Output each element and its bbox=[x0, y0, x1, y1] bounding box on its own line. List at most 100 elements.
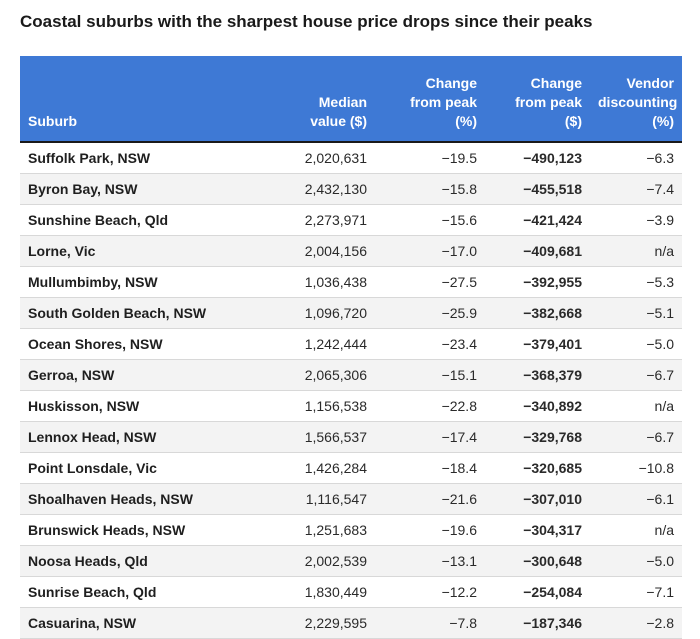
suburb-cell: Lorne, Vic bbox=[20, 235, 245, 267]
table-row: Byron Bay, NSW 2,432,130 −15.8 −455,518 −7.4 bbox=[20, 173, 682, 205]
suburb-cell: Huskisson, NSW bbox=[20, 390, 245, 422]
suburb-cell: Suffolk Park, NSW bbox=[20, 142, 245, 174]
table-row: Brunswick Heads, NSW 1,251,683 −19.6 −304,3… bbox=[20, 514, 682, 546]
change-percent-cell: −18.4 bbox=[375, 452, 485, 484]
column-header-change-dollars: Change from peak ($) bbox=[485, 56, 590, 143]
table-row: Casuarina, NSW 2,229,595 −7.8 −187,346 −2.8 bbox=[20, 607, 682, 639]
suburb-cell: Mullumbimby, NSW bbox=[20, 266, 245, 298]
price-drops-table: Suburb Median value ($) Change from peak… bbox=[20, 56, 682, 639]
column-header-median-value: Median value ($) bbox=[245, 56, 375, 143]
change-percent-cell: −13.1 bbox=[375, 545, 485, 577]
vendor-discounting-cell: −5.3 bbox=[590, 266, 682, 298]
vendor-discounting-cell: −6.7 bbox=[590, 359, 682, 391]
table-row: Mullumbimby, NSW 1,036,438 −27.5 −392,955 −5… bbox=[20, 266, 682, 298]
suburb-cell: South Golden Beach, NSW bbox=[20, 297, 245, 329]
vendor-discounting-cell: −5.1 bbox=[590, 297, 682, 329]
change-percent-cell: −25.9 bbox=[375, 297, 485, 329]
median-value-cell: 1,251,683 bbox=[245, 514, 375, 546]
change-dollars-cell: −187,346 bbox=[485, 607, 590, 639]
change-dollars-cell: −304,317 bbox=[485, 514, 590, 546]
median-value-cell: 1,566,537 bbox=[245, 421, 375, 453]
vendor-discounting-cell: −2.8 bbox=[590, 607, 682, 639]
change-percent-cell: −15.8 bbox=[375, 173, 485, 205]
suburb-cell: Lennox Head, NSW bbox=[20, 421, 245, 453]
change-dollars-cell: −329,768 bbox=[485, 421, 590, 453]
change-dollars-cell: −455,518 bbox=[485, 173, 590, 205]
median-value-cell: 1,156,538 bbox=[245, 390, 375, 422]
change-dollars-cell: −379,401 bbox=[485, 328, 590, 360]
vendor-discounting-cell: −3.9 bbox=[590, 204, 682, 236]
table-row: South Golden Beach, NSW 1,096,720 −25.9 −38… bbox=[20, 297, 682, 329]
change-percent-cell: −23.4 bbox=[375, 328, 485, 360]
change-dollars-cell: −368,379 bbox=[485, 359, 590, 391]
change-percent-cell: −27.5 bbox=[375, 266, 485, 298]
suburb-cell: Casuarina, NSW bbox=[20, 607, 245, 639]
table-body: Suffolk Park, NSW 2,020,631 −19.5 −490,123−… bbox=[20, 142, 682, 639]
change-percent-cell: −17.0 bbox=[375, 235, 485, 267]
change-dollars-cell: −392,955 bbox=[485, 266, 590, 298]
vendor-discounting-cell: −7.4 bbox=[590, 173, 682, 205]
change-percent-cell: −7.8 bbox=[375, 607, 485, 639]
change-percent-cell: −12.2 bbox=[375, 576, 485, 608]
change-dollars-cell: −320,685 bbox=[485, 452, 590, 484]
suburb-cell: Point Lonsdale, Vic bbox=[20, 452, 245, 484]
suburb-cell: Gerroa, NSW bbox=[20, 359, 245, 391]
median-value-cell: 2,002,539 bbox=[245, 545, 375, 577]
median-value-cell: 2,432,130 bbox=[245, 173, 375, 205]
median-value-cell: 1,096,720 bbox=[245, 297, 375, 329]
median-value-cell: 2,065,306 bbox=[245, 359, 375, 391]
change-dollars-cell: −490,123 bbox=[485, 142, 590, 174]
change-percent-cell: −19.5 bbox=[375, 142, 485, 174]
table-row: Sunrise Beach, Qld 1,830,449 −12.2 −254,084… bbox=[20, 576, 682, 608]
table-row: Suffolk Park, NSW 2,020,631 −19.5 −490,123−… bbox=[20, 142, 682, 174]
vendor-discounting-cell: n/a bbox=[590, 235, 682, 267]
table-row: Lorne, Vic 2,004,156 −17.0 −409,681 n/a bbox=[20, 235, 682, 267]
vendor-discounting-cell: −7.1 bbox=[590, 576, 682, 608]
vendor-discounting-cell: −6.7 bbox=[590, 421, 682, 453]
change-dollars-cell: −307,010 bbox=[485, 483, 590, 515]
change-percent-cell: −22.8 bbox=[375, 390, 485, 422]
change-percent-cell: −15.6 bbox=[375, 204, 485, 236]
change-percent-cell: −19.6 bbox=[375, 514, 485, 546]
change-percent-cell: −17.4 bbox=[375, 421, 485, 453]
table-row: Huskisson, NSW 1,156,538 −22.8 −340,892 n/a bbox=[20, 390, 682, 422]
vendor-discounting-cell: −6.1 bbox=[590, 483, 682, 515]
column-header-change-percent: Change from peak (%) bbox=[375, 56, 485, 143]
table-row: Ocean Shores, NSW 1,242,444 −23.4 −379,401−… bbox=[20, 328, 682, 360]
change-dollars-cell: −340,892 bbox=[485, 390, 590, 422]
suburb-cell: Ocean Shores, NSW bbox=[20, 328, 245, 360]
suburb-cell: Byron Bay, NSW bbox=[20, 173, 245, 205]
median-value-cell: 1,036,438 bbox=[245, 266, 375, 298]
suburb-cell: Sunrise Beach, Qld bbox=[20, 576, 245, 608]
median-value-cell: 1,426,284 bbox=[245, 452, 375, 484]
change-percent-cell: −15.1 bbox=[375, 359, 485, 391]
vendor-discounting-cell: n/a bbox=[590, 390, 682, 422]
column-header-suburb: Suburb bbox=[20, 56, 245, 143]
change-dollars-cell: −382,668 bbox=[485, 297, 590, 329]
median-value-cell: 1,116,547 bbox=[245, 483, 375, 515]
median-value-cell: 1,830,449 bbox=[245, 576, 375, 608]
vendor-discounting-cell: −5.0 bbox=[590, 328, 682, 360]
change-dollars-cell: −300,648 bbox=[485, 545, 590, 577]
column-header-vendor-discounting: Vendor discounting (%) bbox=[590, 56, 682, 143]
table-row: Lennox Head, NSW 1,566,537 −17.4 −329,768 −6… bbox=[20, 421, 682, 453]
suburb-cell: Brunswick Heads, NSW bbox=[20, 514, 245, 546]
chart-title: Coastal suburbs with the sharpest house … bbox=[20, 12, 593, 31]
vendor-discounting-cell: −10.8 bbox=[590, 452, 682, 484]
median-value-cell: 1,242,444 bbox=[245, 328, 375, 360]
table-row: Point Lonsdale, Vic 1,426,284 −18.4 −320,68… bbox=[20, 452, 682, 484]
table-header-row: Suburb Median value ($) Change from peak… bbox=[20, 56, 682, 143]
median-value-cell: 2,229,595 bbox=[245, 607, 375, 639]
change-dollars-cell: −421,424 bbox=[485, 204, 590, 236]
change-percent-cell: −21.6 bbox=[375, 483, 485, 515]
change-dollars-cell: −409,681 bbox=[485, 235, 590, 267]
suburb-cell: Noosa Heads, Qld bbox=[20, 545, 245, 577]
table-row: Shoalhaven Heads, NSW 1,116,547 −21.6 −307,… bbox=[20, 483, 682, 515]
vendor-discounting-cell: −6.3 bbox=[590, 142, 682, 174]
table-row: Gerroa, NSW 2,065,306 −15.1 −368,379 −6.7 bbox=[20, 359, 682, 391]
table-row: Sunshine Beach, Qld 2,273,971 −15.6 −421,42… bbox=[20, 204, 682, 236]
table-row: Noosa Heads, Qld 2,002,539 −13.1 −300,648 −5… bbox=[20, 545, 682, 577]
vendor-discounting-cell: n/a bbox=[590, 514, 682, 546]
suburb-cell: Shoalhaven Heads, NSW bbox=[20, 483, 245, 515]
median-value-cell: 2,020,631 bbox=[245, 142, 375, 174]
